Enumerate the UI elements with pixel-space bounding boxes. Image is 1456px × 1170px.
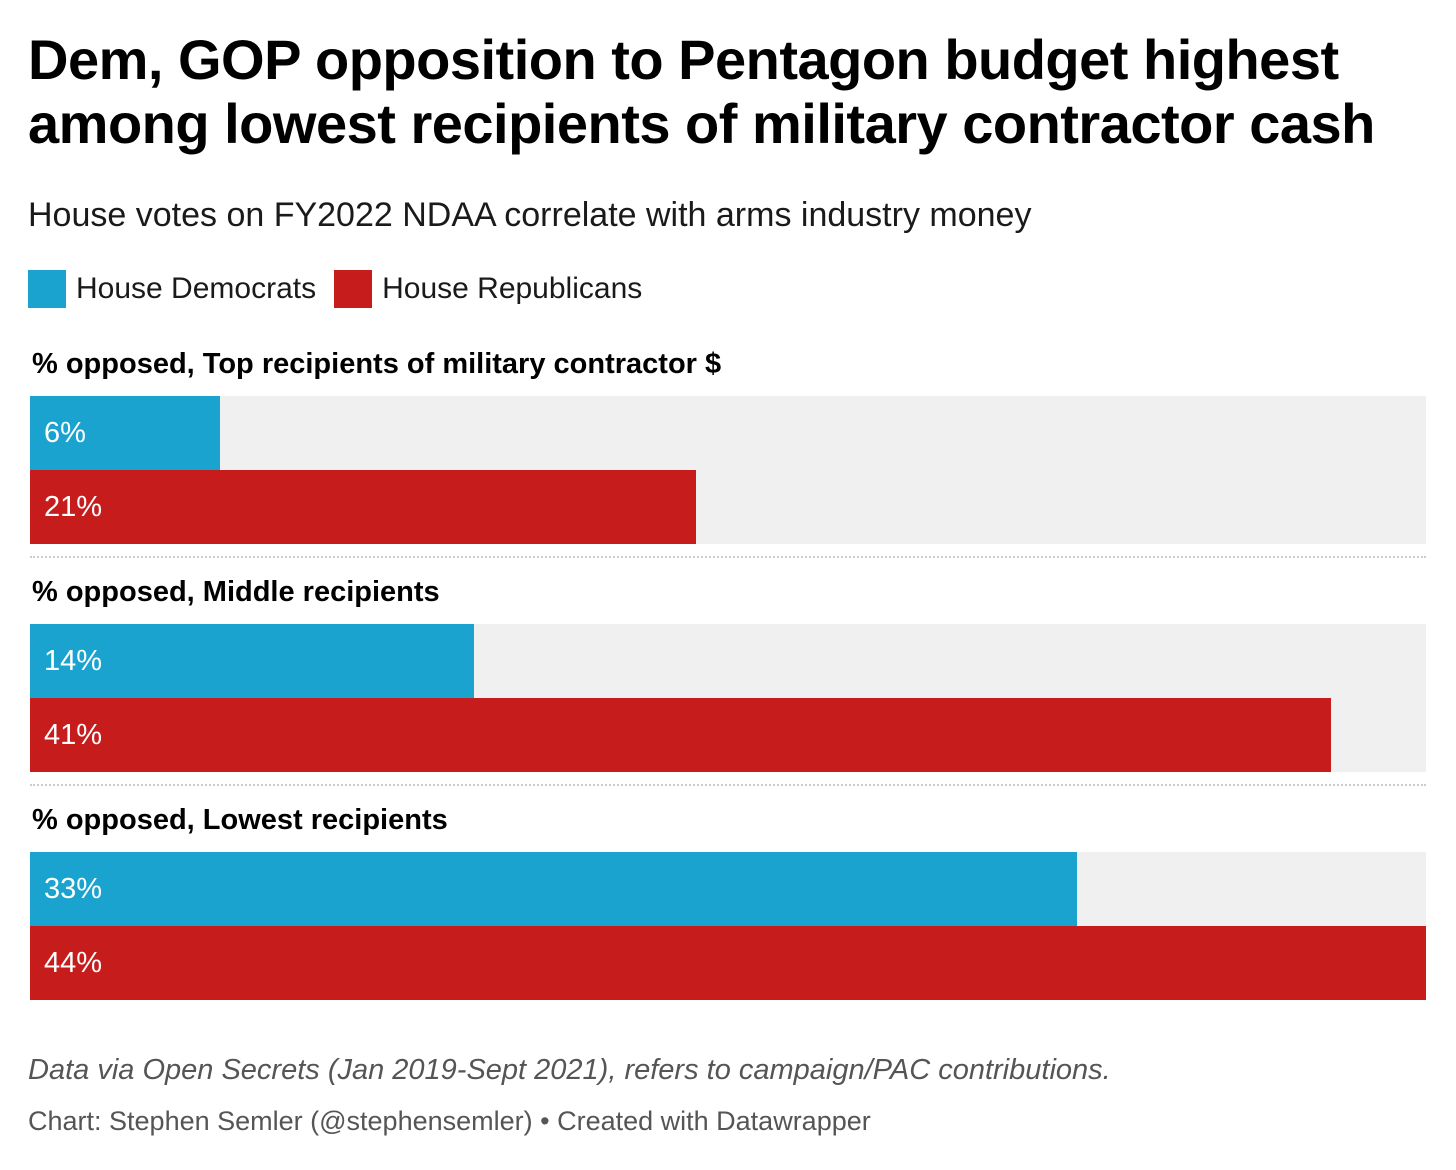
bar-value-label: 6% <box>44 417 86 449</box>
bar-value-label: 44% <box>44 947 103 979</box>
bar-track-top-democrats: 6% <box>30 396 1426 470</box>
legend-swatch-republicans <box>334 270 373 308</box>
bar-track-lowest-democrats: 33% <box>30 852 1426 926</box>
bar-value-label: 41% <box>44 719 103 751</box>
bar-middle-democrats: 14% <box>30 624 474 698</box>
legend-item-democrats: House Democrats <box>28 270 316 308</box>
panel-separator <box>30 784 1426 786</box>
legend-item-republicans: House Republicans <box>334 270 642 308</box>
bar-middle-republicans: 41% <box>30 698 1331 772</box>
legend-label-republicans: House Republicans <box>382 272 643 305</box>
footer-credit: Chart: Stephen Semler (@stephensemler) •… <box>28 1106 871 1136</box>
bar-value-label: 21% <box>44 491 103 523</box>
panel-label-lowest: % opposed, Lowest recipients <box>32 804 448 836</box>
legend-swatch-democrats <box>28 270 66 308</box>
bar-top-democrats: 6% <box>30 396 220 470</box>
legend-label-democrats: House Democrats <box>76 272 317 305</box>
bar-track-top-republicans: 21% <box>30 470 1426 544</box>
bar-value-label: 33% <box>44 873 103 905</box>
bar-track-middle-democrats: 14% <box>30 624 1426 698</box>
panel-label-middle: % opposed, Middle recipients <box>32 576 440 608</box>
bar-value-label: 14% <box>44 645 103 677</box>
bar-track-lowest-republicans: 44% <box>30 926 1426 1000</box>
bar-lowest-democrats: 33% <box>30 852 1077 926</box>
panel-separator <box>30 556 1426 558</box>
footer-note: Data via Open Secrets (Jan 2019-Sept 202… <box>28 1054 1111 1086</box>
bar-track-middle-republicans: 41% <box>30 698 1426 772</box>
chart-subtitle: House votes on FY2022 NDAA correlate wit… <box>28 196 1032 234</box>
chart-title: Dem, GOP opposition to Pentagon budget h… <box>28 28 1375 155</box>
bar-top-republicans: 21% <box>30 470 696 544</box>
panel-label-top: % opposed, Top recipients of military co… <box>32 348 722 380</box>
bar-lowest-republicans: 44% <box>30 926 1426 1000</box>
legend: House Democrats House Republicans <box>28 270 660 308</box>
